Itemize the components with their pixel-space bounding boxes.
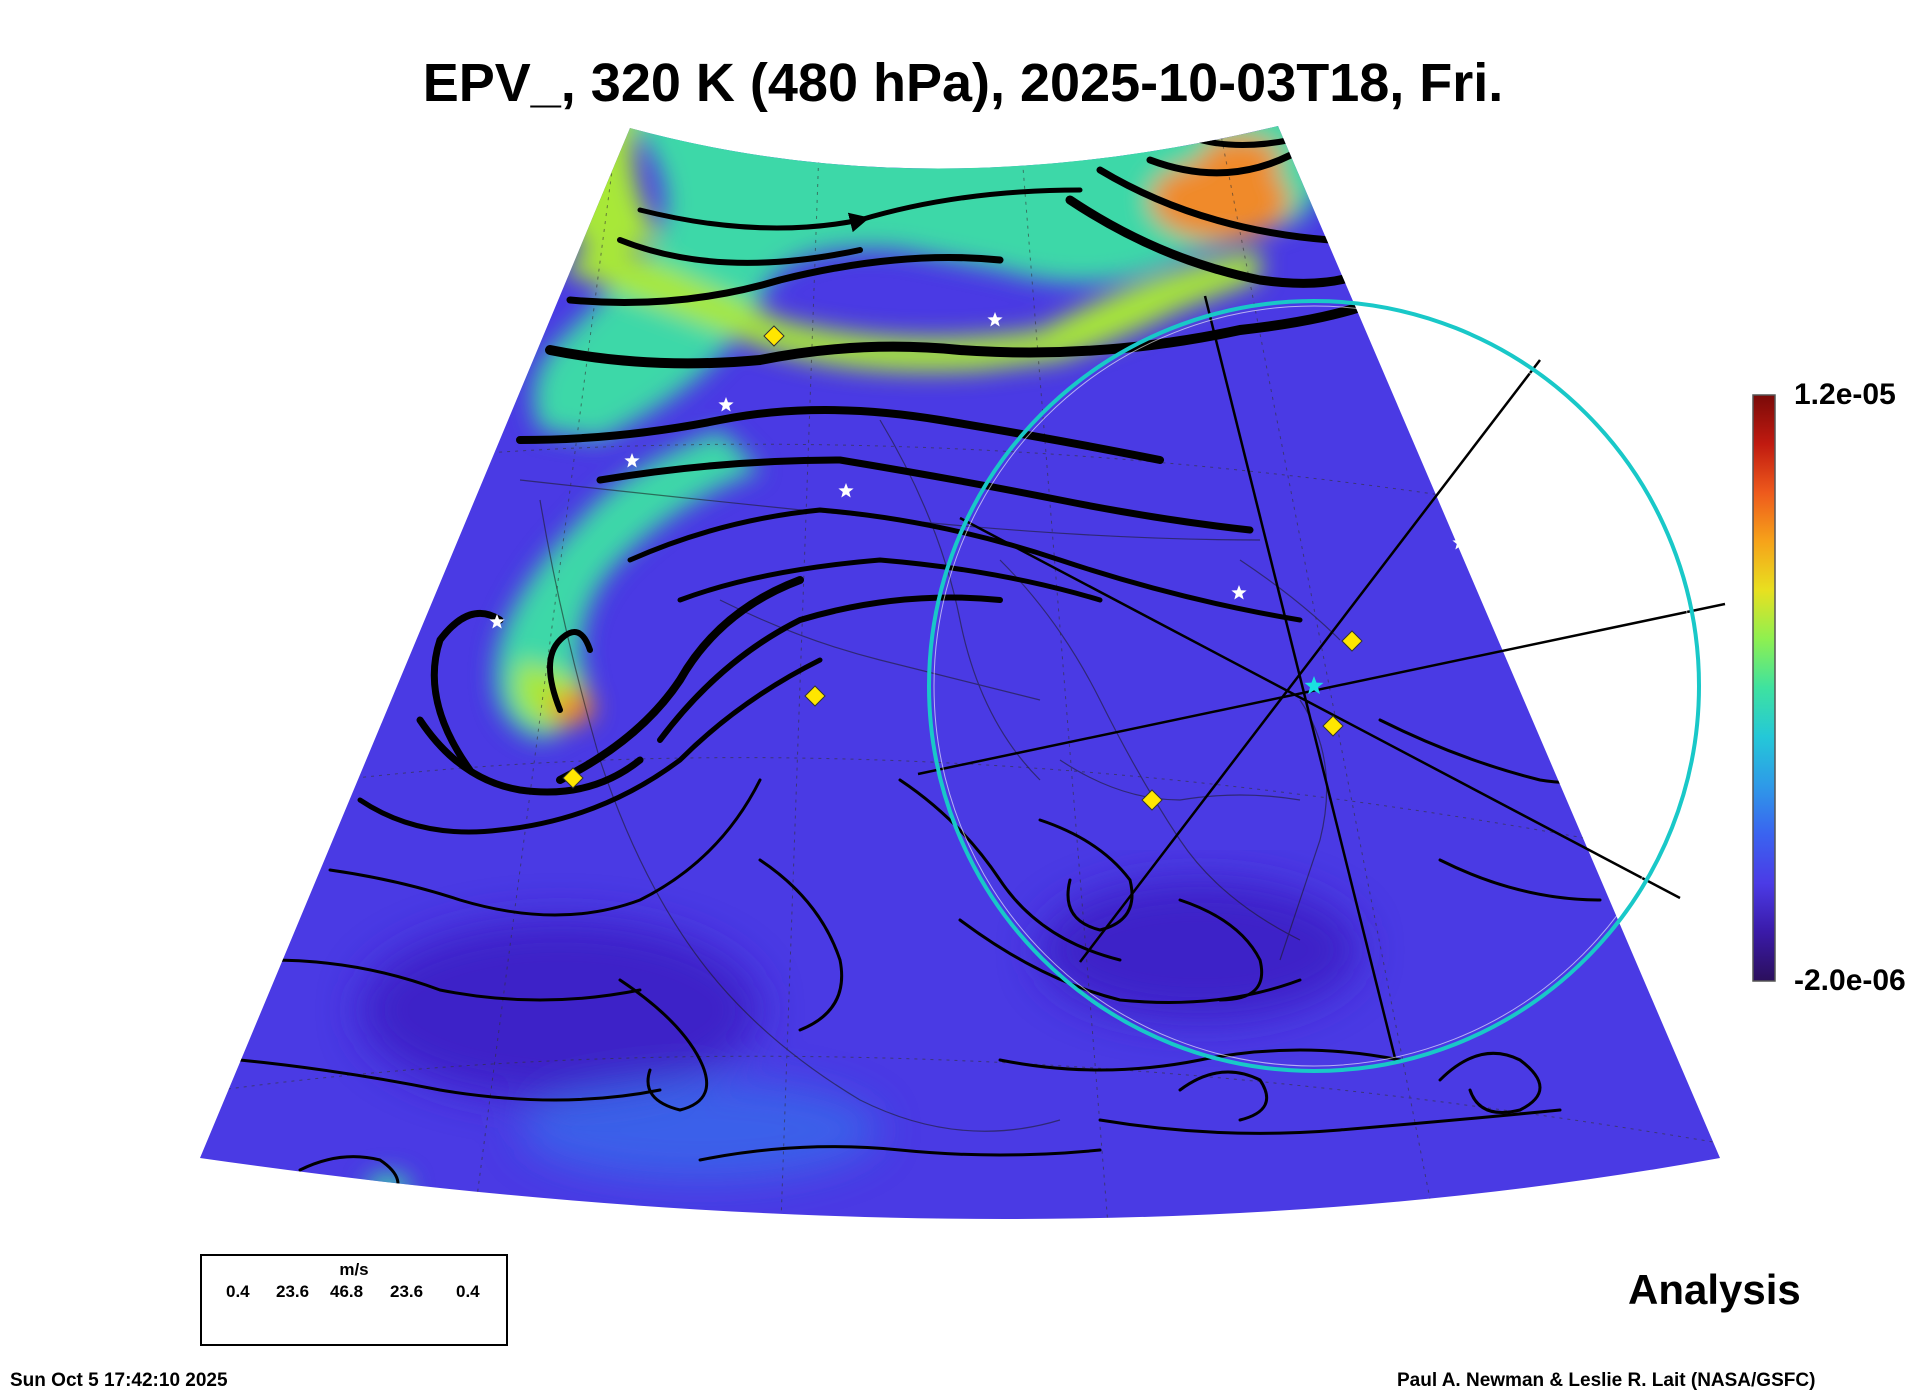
star-marker [718, 397, 734, 412]
diamond-marker [562, 767, 584, 789]
field-background [200, 126, 1720, 1219]
field-low-patch [360, 920, 760, 1100]
epv-field [200, 126, 1720, 1219]
range-ring [927, 299, 1701, 1073]
star-marker [624, 453, 640, 468]
diamond-marker [804, 685, 826, 707]
star-marker [987, 312, 1003, 327]
colorbar [1752, 394, 1776, 982]
field-low-patch [1040, 880, 1360, 1020]
legend-value: 23.6 [390, 1282, 424, 1301]
cross-section-lines [917, 295, 1726, 1059]
legend-unit: m/s [339, 1260, 369, 1279]
diamond-marker [1341, 630, 1363, 652]
legend-value: 46.8 [330, 1282, 364, 1301]
field-moderate-patch [520, 1080, 880, 1180]
center-star-marker [1304, 676, 1324, 695]
jet-core [560, 240, 1260, 372]
diamond-marker [1141, 789, 1163, 811]
map-title: EPV_, 320 K (480 hPa), 2025-10-03T18, Fr… [422, 53, 1504, 113]
footer-credit: Paul A. Newman & Leslie R. Lait (NASA/GS… [1397, 1370, 1816, 1391]
star-marker [838, 483, 854, 498]
legend-value: 0.4 [456, 1282, 480, 1301]
star-marker [489, 614, 505, 629]
diamond-marker [1322, 715, 1344, 737]
colorbar-min-label: -2.0e-06 [1794, 964, 1906, 997]
legend-value: 0.4 [226, 1282, 250, 1301]
field-spot [366, 1174, 410, 1202]
wind-speed-legend: m/s 0.4 23.6 46.8 23.6 0.4 [200, 1254, 508, 1346]
graticule [219, 126, 1720, 1219]
wind-streamlines [238, 137, 1642, 1202]
diamond-markers [562, 325, 1363, 811]
star-marker [1452, 535, 1468, 550]
trough-streamer [495, 430, 760, 740]
star-marker [1231, 585, 1247, 600]
diamond-marker [763, 325, 785, 347]
analysis-label: Analysis [1628, 1266, 1801, 1313]
jet-band [533, 126, 1350, 440]
colorbar-max-label: 1.2e-05 [1794, 378, 1896, 411]
legend-value: 23.6 [276, 1282, 310, 1301]
footer-timestamp: Sun Oct 5 17:42:10 2025 [10, 1370, 228, 1391]
star-markers [489, 312, 1468, 695]
